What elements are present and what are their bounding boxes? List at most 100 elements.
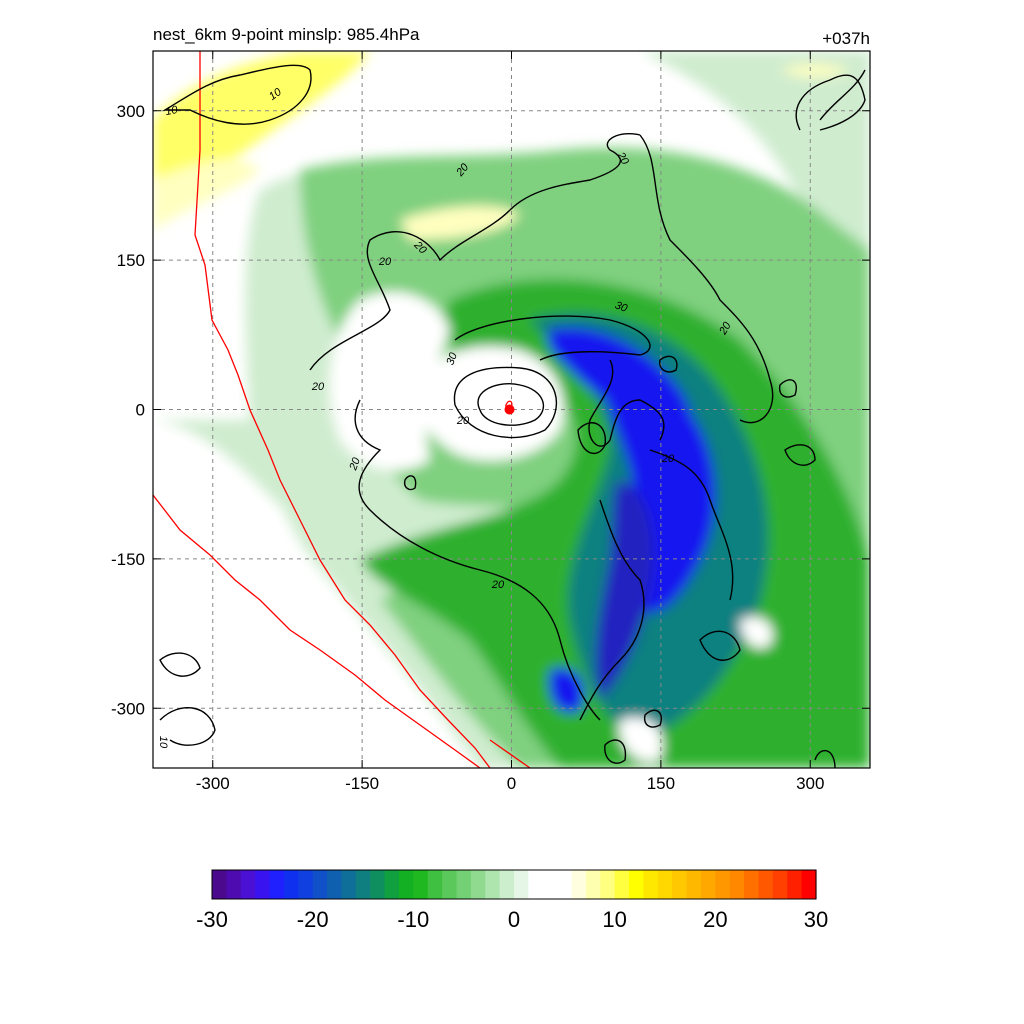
y-tick-label: 150 [117,251,145,270]
colorbar-swatch [226,870,242,899]
colorbar-swatch [427,870,443,899]
colorbar [211,869,817,900]
x-axis: -300 -150 0 150 300 [196,51,824,793]
colorbar-swatch [499,870,515,899]
colorbar-swatch [212,870,227,899]
shade-region-10 [329,291,450,471]
colorbar-swatch [557,870,573,899]
shade-region-8 [549,668,584,713]
colorbar-swatch [686,870,702,899]
colorbar-swatch [384,870,400,899]
shade-region-6 [600,360,715,613]
x-tick-label: -300 [196,774,230,793]
colorbar-swatch [643,870,659,899]
colorbar-swatch [700,870,716,899]
contour-line-13 [784,444,816,466]
shade-region-13 [400,205,520,240]
colorbar-swatch [571,870,587,899]
contour-label-13: 30 [444,350,460,366]
contour-label-9: 20 [491,579,505,591]
shade-region-9 [416,346,564,461]
contour-lines [159,64,866,768]
y-tick-label: -300 [111,699,145,718]
contour-line-12 [699,630,741,661]
contour-line-6 [639,134,774,424]
contour-line-2 [454,315,651,361]
colorbar-swatch [470,870,486,899]
colorbar-swatch [355,870,371,899]
colorbar-swatch [729,870,745,899]
contour-line-5 [509,133,641,211]
colorbar-swatch [255,870,271,899]
contour-label-12: 30 [613,299,629,315]
colorbar-swatch [240,870,256,899]
contour-line-17 [577,422,606,455]
colorbar-frame [211,869,817,900]
contour-line-11 [159,652,201,677]
colorbar-swatch [772,870,788,899]
contour-line-8 [579,499,645,721]
contour-line-23 [162,64,312,125]
colorbar-swatch [657,870,673,899]
colorbar-swatch [542,870,558,899]
x-tick-label: 300 [796,774,824,793]
contour-line-3 [588,359,665,447]
colorbar-swatch [787,870,803,899]
y-axis: -300 -150 0 150 300 [111,102,870,718]
boundary-line-segment [489,739,531,768]
contour-line-0 [477,383,545,426]
contour-line-20 [643,709,662,728]
storm-center-marker [504,400,515,415]
colorbar-swatch [398,870,414,899]
contour-label-0: 10 [164,104,179,118]
contour-label-10: 20 [661,453,675,465]
colorbar-tick-label: -20 [297,907,329,932]
colorbar-swatch [715,870,731,899]
colorbar-swatch [413,870,429,899]
colorbar-swatch [341,870,357,899]
colorbar-tick-label: -10 [397,907,429,932]
contour-line-7 [354,399,601,721]
x-tick-label: 0 [507,774,516,793]
shade-region-15 [740,616,773,649]
colorbar-labels: -30 -20 -10 0 10 20 30 [196,907,828,932]
contour-label-7: 20 [456,415,470,427]
colorbar-tick-label: 30 [804,907,828,932]
colorbar-tick-label: -30 [196,907,228,932]
colorbar-swatch [442,870,458,899]
contour-label-5: 20 [378,256,392,268]
colorbar-tick-label: 0 [508,907,520,932]
colorbar-swatch [283,870,299,899]
contour-line-19 [604,739,627,764]
y-tick-label: 0 [136,401,145,420]
shade-region-14 [780,64,850,78]
center-dot [504,404,515,415]
boundary-line-outer [153,494,481,768]
x-tick-label: -150 [345,774,379,793]
colorbar-tick-label: 10 [602,907,626,932]
colorbar-swatch [614,870,630,899]
contour-line-21 [403,475,417,491]
colorbar-swatch [312,870,328,899]
y-tick-label: 300 [117,102,145,121]
x-tick-label: 150 [647,774,675,793]
colorbar-swatch [456,870,472,899]
contour-label-8: 20 [347,455,363,472]
colorbar-swatch [485,870,501,899]
contour-line-9 [649,449,734,601]
colorbar-swatch [298,870,314,899]
colorbar-swatch [528,870,544,899]
contour-line-22 [659,355,678,373]
colorbar-swatch [600,870,616,899]
colorbar-tick-label: 20 [703,907,727,932]
shade-region-16 [619,717,663,762]
contour-line-10 [159,706,216,746]
contour-line-14 [778,379,797,398]
contour-label-14: 10 [157,736,169,749]
boundary-lines [153,51,531,768]
contour-line-1 [453,366,558,439]
colorbar-swatch [758,870,774,899]
center-symbol [504,400,513,407]
